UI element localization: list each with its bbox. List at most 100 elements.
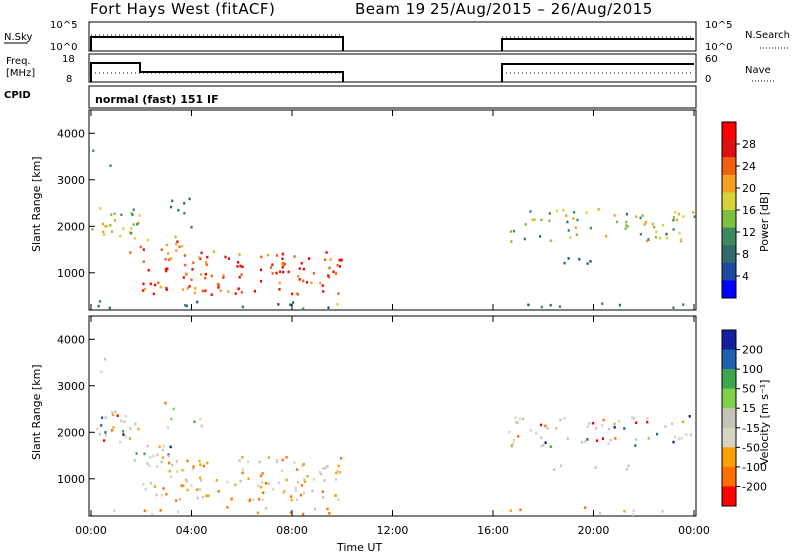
echo-cell <box>281 257 284 261</box>
station-title: Fort Hays West (fitACF) <box>90 0 275 18</box>
echo-cell <box>639 216 642 220</box>
echo-cell <box>176 470 179 473</box>
echo-cell <box>601 437 604 440</box>
echo-cell <box>147 268 150 272</box>
x-tick-label: 12:00 <box>377 524 409 537</box>
echo-cell <box>594 427 598 430</box>
echo-cell <box>586 438 589 441</box>
echo-cell <box>313 507 316 511</box>
cpid-label: CPID <box>4 90 31 101</box>
echo-cell <box>569 236 572 239</box>
echo-cell <box>323 258 327 261</box>
x-tick-label: 00:00 <box>75 524 107 537</box>
echo-cell <box>151 513 154 516</box>
echo-cell <box>340 457 343 460</box>
echo-cell <box>240 291 243 294</box>
echo-cell <box>219 289 222 292</box>
echo-cell <box>586 425 589 428</box>
nsky-tick-top: 10^5 <box>50 20 77 31</box>
echo-cell <box>155 493 158 497</box>
velocity-panel-frame <box>88 315 697 517</box>
echo-cell <box>188 285 191 288</box>
echo-cell <box>665 232 668 236</box>
echo-cell <box>519 508 522 512</box>
echo-cell <box>142 483 145 486</box>
echo-cell <box>191 268 194 271</box>
echo-cell <box>566 220 569 224</box>
echo-cell <box>194 287 197 290</box>
echo-cell <box>680 238 683 241</box>
echo-cell <box>183 202 186 205</box>
colorbar-tick-label: 200 <box>742 344 763 357</box>
echo-cell <box>162 487 165 490</box>
echo-cell <box>183 254 186 257</box>
echo-cell <box>193 420 196 424</box>
echo-cell <box>625 467 628 471</box>
echo-cell <box>132 208 135 212</box>
echo-cell <box>678 231 681 235</box>
echo-cell <box>199 488 202 491</box>
echo-cell <box>130 231 133 235</box>
echo-cell <box>289 303 292 307</box>
echo-cell <box>167 252 170 255</box>
echo-cell <box>104 434 107 437</box>
echo-cell <box>260 255 263 259</box>
x-tick-label: 16:00 <box>477 524 509 537</box>
nsearch-tick-bottom: 10^0 <box>705 42 732 53</box>
echo-cell <box>222 276 225 279</box>
echo-cell <box>312 271 315 275</box>
velocity-y-ticks: 4000 3000 2000 1000 <box>57 333 95 486</box>
echo-cell <box>560 464 563 468</box>
echo-cell <box>205 261 208 264</box>
echo-cell <box>180 484 183 487</box>
colorbar-frame <box>721 329 737 507</box>
echo-cell <box>297 481 300 484</box>
echo-cell <box>540 305 543 309</box>
echo-cell <box>104 431 107 434</box>
echo-cell <box>631 416 634 419</box>
x-tick-label: 00:00 <box>678 524 710 537</box>
echo-cell <box>226 506 229 509</box>
echo-cell <box>109 223 112 227</box>
echo-cell <box>655 230 658 234</box>
freq-tick-top: 18 <box>62 54 75 65</box>
x-axis-label: Time UT <box>336 541 382 554</box>
echo-cell <box>334 494 337 497</box>
colorbar-tick-label: 28 <box>742 138 756 151</box>
echo-cell <box>253 289 256 293</box>
echo-cell <box>296 293 299 296</box>
colorbar-cell <box>722 157 736 176</box>
echo-cell <box>601 302 604 305</box>
freq-trace-2 <box>501 63 694 82</box>
echo-cell <box>120 419 123 423</box>
echo-cell <box>275 460 278 463</box>
echo-cell <box>535 432 538 435</box>
echo-cell <box>202 464 205 468</box>
echo-cell <box>267 456 270 459</box>
echo-cell <box>634 438 637 441</box>
y-tick-label: 2000 <box>57 220 85 233</box>
echo-cell <box>171 199 174 203</box>
echo-cell <box>584 506 587 509</box>
echo-cell <box>186 459 189 463</box>
nsky-trace-1 <box>90 36 344 51</box>
echo-cell <box>282 263 286 267</box>
echo-cell <box>238 459 241 462</box>
echo-cell <box>607 442 610 445</box>
echo-cell <box>175 499 178 502</box>
echo-cell <box>664 425 667 428</box>
echo-cell <box>210 274 213 278</box>
echo-cell <box>613 214 616 217</box>
echo-cell <box>159 509 162 512</box>
echo-cell <box>177 510 180 514</box>
echo-cell <box>177 208 180 212</box>
echo-cell <box>688 415 691 418</box>
colorbar-tick-label: -200 <box>742 480 767 493</box>
echo-cell <box>573 211 576 214</box>
echo-cell <box>97 304 100 308</box>
colorbar-cell <box>722 262 736 281</box>
echo-cell <box>327 274 330 277</box>
echo-cell <box>149 282 152 286</box>
echo-cell <box>181 468 184 472</box>
echo-cell <box>267 482 270 485</box>
